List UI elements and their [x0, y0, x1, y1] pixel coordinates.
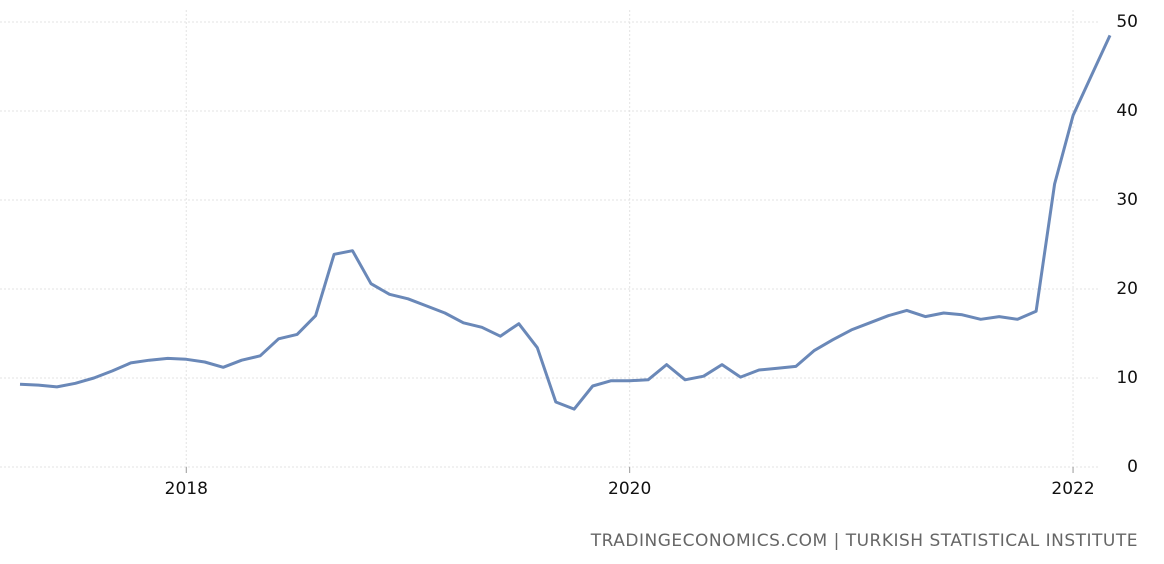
y-tick-label: 40: [1116, 101, 1138, 121]
x-tick-label: 2020: [608, 479, 651, 499]
y-tick-label: 50: [1116, 12, 1138, 32]
y-tick-label: 30: [1116, 190, 1138, 210]
source: TRADINGECONOMICS.COM | TURKISH STATISTIC…: [590, 531, 1138, 551]
line-series: [19, 34, 1112, 411]
x-tick-label: 2022: [1051, 479, 1094, 499]
y-tick-label: 0: [1127, 457, 1138, 477]
y-tick-label: 20: [1116, 279, 1138, 299]
x-tick-label: 2018: [165, 479, 208, 499]
y-tick-label: 10: [1116, 368, 1138, 388]
